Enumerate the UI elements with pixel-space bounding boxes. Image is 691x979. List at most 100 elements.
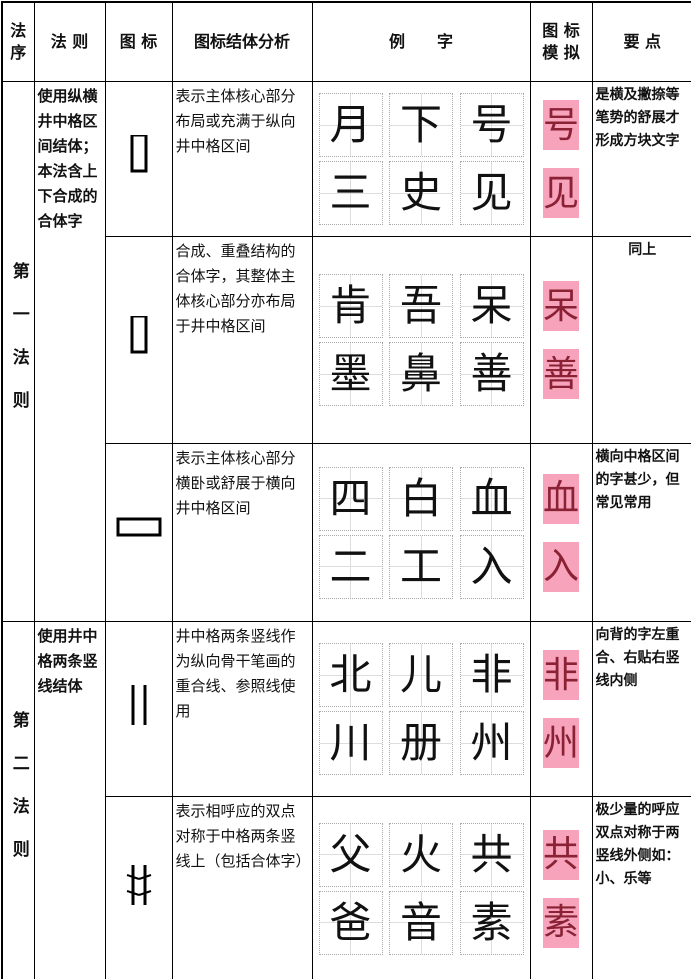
example-char: 入	[459, 534, 524, 599]
table-body: 第一法则 使用纵横井中格区间结体；本法含上下合成的合体字 表示主体核心部分布局或充满…	[1, 81, 691, 979]
example-char: 火	[389, 822, 453, 887]
icon-cell	[104, 236, 173, 444]
example-char: 血	[459, 466, 524, 531]
example-line: 父火共	[318, 822, 524, 887]
column-header: 例 字	[311, 1, 531, 82]
example-line: 三史见	[318, 161, 524, 225]
example-char: 北	[318, 643, 383, 707]
example-char: 肯	[318, 274, 383, 338]
simulation: 呆善	[529, 236, 593, 444]
rule-order-text: 第二法则	[8, 711, 29, 884]
table-row: 第一法则 使用纵横井中格区间结体；本法含上下合成的合体字 表示主体核心部分布局或充满…	[1, 81, 691, 622]
icon-cell	[104, 796, 173, 979]
rule-order: 第二法则	[1, 621, 35, 979]
simulation-char: 血	[543, 473, 579, 524]
icon	[131, 685, 146, 725]
column-header: 法序	[1, 1, 35, 82]
simulation-char: 素	[543, 897, 579, 948]
icon	[130, 314, 147, 354]
example-char: 工	[389, 534, 453, 599]
table-row: 合成、重叠结构的合体字，其整体主体核心部分亦布局于井中格区间肯吾呆墨鼻善呆善同上	[2, 236, 691, 444]
example-char: 见	[459, 161, 524, 225]
simulation: 共素	[529, 796, 593, 979]
key-points: 极少量的呼应双点对称于两竖线外侧如：小、乐等	[591, 796, 691, 979]
simulation: 号见	[529, 81, 593, 237]
example-char: 鼻	[389, 342, 453, 406]
icon	[126, 864, 151, 905]
example-char: 呆	[459, 274, 524, 338]
key-points: 同上	[591, 236, 691, 444]
table-row: 第二法则 使用井中格两条竖线结体 井中格两条竖线作为纵向骨干笔画的重合线、参照线使用…	[1, 621, 691, 979]
example-char: 下	[389, 93, 453, 157]
simulation-char: 号	[543, 100, 579, 150]
table-row: 表示相呼应的双点对称于中格两条竖线上（包括合体字）父火共爸音素共素极少量的呼应双…	[2, 796, 691, 979]
example-char: 号	[459, 93, 524, 157]
example-line: 爸音素	[318, 890, 524, 955]
example-char: 册	[389, 711, 453, 775]
example-char: 音	[389, 890, 453, 955]
example-char: 非	[459, 643, 524, 707]
example-char: 二	[318, 534, 383, 599]
analysis: 表示相呼应的双点对称于中格两条竖线上（包括合体字）	[171, 796, 313, 979]
key-points: 横向中格区间的字甚少，但常见常用	[591, 443, 691, 622]
example-line: 北儿非	[318, 643, 524, 707]
example-char: 素	[459, 890, 524, 955]
simulation-char: 州	[543, 718, 579, 768]
example-line: 肯吾呆	[318, 274, 524, 338]
example-line: 月下号	[318, 93, 524, 157]
icon	[116, 517, 161, 536]
key-points: 是横及撇捺等笔势的舒展才形成方块文字	[591, 81, 691, 237]
rule-order: 第一法则	[1, 81, 35, 622]
column-header: 图标结体分析	[171, 1, 313, 82]
simulation: 血入	[529, 443, 593, 622]
icon-cell	[104, 443, 173, 622]
examples: 肯吾呆墨鼻善	[311, 236, 531, 444]
icon-cell	[104, 621, 173, 797]
example-char: 吾	[389, 274, 453, 338]
rule-order-text: 第一法则	[8, 261, 29, 434]
example-char: 爸	[318, 890, 383, 955]
examples: 北儿非川册州	[311, 621, 531, 797]
example-line: 川册州	[318, 711, 524, 775]
analysis: 表示主体核心部分布局或充满于纵向井中格区间	[171, 81, 313, 237]
examples: 月下号三史见	[311, 81, 531, 237]
examples: 四白血二工入	[311, 443, 531, 622]
simulation-char: 善	[543, 349, 579, 399]
simulation-char: 见	[543, 168, 579, 218]
example-char: 父	[318, 822, 383, 887]
analysis: 合成、重叠结构的合体字，其整体主体核心部分亦布局于井中格区间	[171, 236, 313, 444]
rule-text: 使用纵横井中格区间结体；本法含上下合成的合体字	[33, 81, 106, 622]
example-char: 三	[318, 161, 383, 225]
example-line: 二工入	[318, 534, 524, 599]
header-row: 法序法 则图 标图标结体分析例 字图 标 模 拟要 点	[1, 1, 691, 82]
example-char: 墨	[318, 342, 383, 406]
column-header: 要 点	[591, 1, 691, 82]
example-char: 史	[389, 161, 453, 225]
column-header: 图 标 模 拟	[529, 1, 593, 82]
example-char: 川	[318, 711, 383, 775]
icon-cell	[104, 81, 173, 237]
example-char: 四	[318, 466, 383, 531]
analysis: 井中格两条竖线作为纵向骨干笔画的重合线、参照线使用	[171, 621, 313, 797]
examples: 父火共爸音素	[311, 796, 531, 979]
simulation: 非州	[529, 621, 593, 797]
column-header: 图 标	[104, 1, 173, 82]
key-points: 向背的字左重合、右贴右竖线内侧	[591, 621, 691, 797]
rule-text: 使用井中格两条竖线结体	[33, 621, 106, 979]
icon	[130, 133, 147, 173]
table-row: 表示主体核心部分横卧或舒展于横向井中格区间四白血二工入血入横向中格区间的字甚少，…	[2, 443, 691, 622]
simulation-char: 共	[543, 829, 579, 880]
example-char: 共	[459, 822, 524, 887]
example-char: 儿	[389, 643, 453, 707]
example-line: 墨鼻善	[318, 342, 524, 406]
simulation-char: 非	[543, 650, 579, 700]
example-char: 月	[318, 93, 383, 157]
example-char: 善	[459, 342, 524, 406]
simulation-char: 呆	[543, 281, 579, 331]
analysis: 表示主体核心部分横卧或舒展于横向井中格区间	[171, 443, 313, 622]
example-line: 四白血	[318, 466, 524, 531]
example-char: 州	[459, 711, 524, 775]
example-char: 白	[389, 466, 453, 531]
column-header: 法 则	[33, 1, 106, 82]
